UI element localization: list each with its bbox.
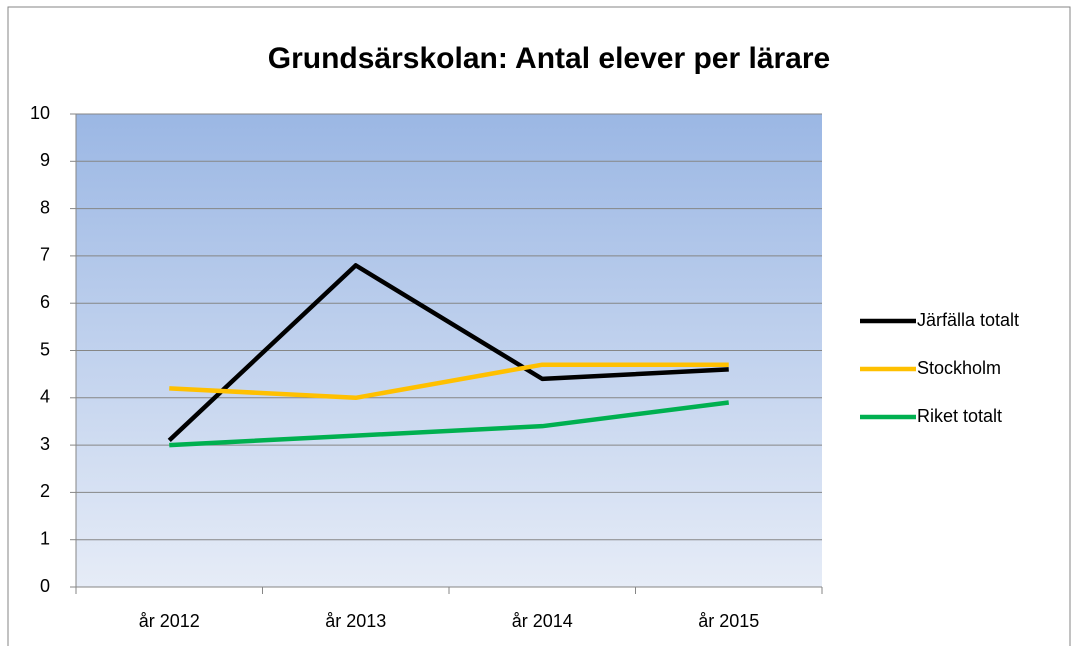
series-line: [169, 400, 730, 448]
x-tick-label: år 2015: [698, 611, 759, 631]
y-tick-label: 2: [40, 481, 50, 501]
y-tick-label: 9: [40, 150, 50, 170]
x-tick-label: år 2012: [139, 611, 200, 631]
y-tick-label: 10: [30, 103, 50, 123]
chart-title: Grundsärskolan: Antal elever per lärare: [268, 42, 830, 75]
legend-label: Stockholm: [917, 358, 1001, 378]
y-tick-label: 5: [40, 339, 50, 359]
y-tick-label: 3: [40, 434, 50, 454]
y-tick-label: 1: [40, 528, 50, 548]
legend-label: Järfälla totalt: [917, 310, 1019, 330]
y-tick-label: 6: [40, 292, 50, 312]
legend-label: Riket totalt: [917, 406, 1002, 426]
y-tick-label: 4: [40, 387, 50, 407]
y-tick-label: 7: [40, 245, 50, 265]
y-tick-label: 8: [40, 197, 50, 217]
x-tick-label: år 2013: [325, 611, 386, 631]
series-line: [169, 362, 729, 401]
y-tick-label: 0: [40, 576, 50, 596]
series-line: [167, 263, 729, 443]
x-tick-label: år 2014: [512, 611, 573, 631]
